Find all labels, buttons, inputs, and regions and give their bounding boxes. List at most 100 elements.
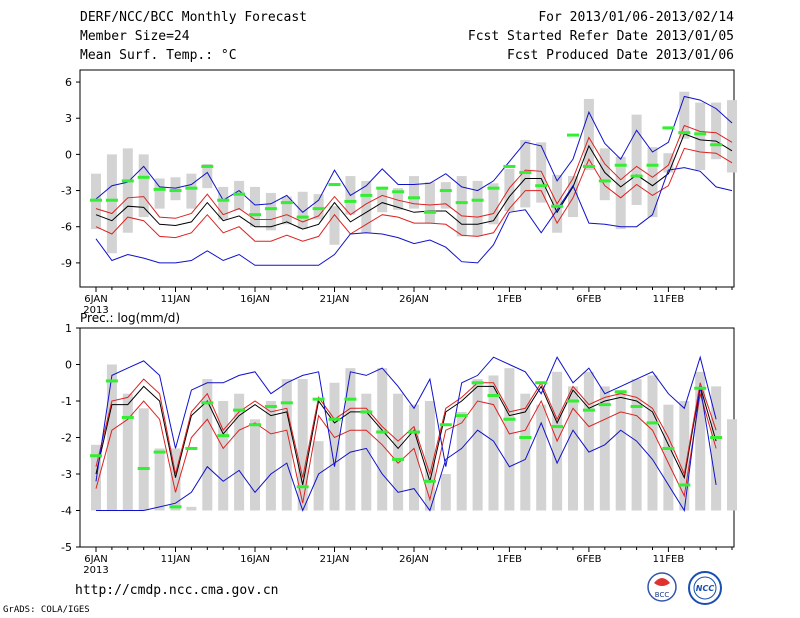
- ensemble-range-bar: [122, 148, 133, 233]
- ensemble-range-bar: [695, 371, 706, 511]
- observed-marker: [280, 201, 293, 205]
- observed-marker: [296, 215, 309, 219]
- y-tick-label: 0: [65, 359, 72, 372]
- observed-marker: [567, 133, 579, 137]
- ensemble-range-bar: [218, 401, 229, 511]
- x-tick-label: 16JAN: [240, 294, 270, 305]
- ensemble-range-bar: [599, 386, 610, 511]
- website-url[interactable]: http://cmdp.ncc.cma.gov.cn: [75, 583, 279, 598]
- ensemble-range-bar: [106, 154, 117, 254]
- observed-marker: [408, 430, 420, 434]
- x-tick-label: 6FEB: [576, 294, 601, 305]
- x-tick-label: 6FEB: [576, 554, 601, 565]
- ensemble-range-bar: [122, 393, 133, 511]
- x-tick-label: 1FEB: [497, 294, 522, 305]
- ensemble-range-bar: [170, 177, 181, 201]
- observed-marker: [121, 179, 134, 183]
- x-tick-label: 6JAN: [84, 554, 107, 565]
- observed-marker: [582, 408, 595, 412]
- ensemble-range-bar: [393, 393, 404, 511]
- observed-marker: [551, 204, 564, 208]
- ensemble-range-bar: [615, 156, 626, 230]
- x-tick-label: 6JAN: [84, 294, 107, 305]
- observed-marker: [376, 430, 389, 434]
- observed-marker: [710, 143, 723, 147]
- x-tick-label: 11JAN: [161, 554, 191, 565]
- started-date: Fcst Started Refer Date 2013/01/05: [467, 29, 734, 44]
- observed-marker: [185, 186, 198, 190]
- y-tick-label: 6: [65, 76, 72, 89]
- ensemble-range-bar: [409, 404, 419, 511]
- observed-marker: [630, 404, 643, 408]
- ensemble-range-bar: [265, 192, 276, 231]
- observed-marker: [439, 423, 452, 427]
- ensemble-range-bar: [424, 182, 435, 224]
- ensemble-range-bar: [647, 375, 658, 511]
- x-tick-label: 11FEB: [653, 554, 685, 565]
- observed-marker: [312, 397, 325, 401]
- observed-marker: [217, 198, 230, 202]
- ensemble-range-bar: [154, 448, 165, 511]
- observed-marker: [264, 207, 277, 211]
- observed-marker: [487, 186, 500, 190]
- ensemble-range-bar: [202, 164, 213, 189]
- y-tick-label: -1: [61, 395, 72, 408]
- x-tick-label: 26JAN: [399, 554, 429, 565]
- ensemble-range-bar: [377, 368, 388, 511]
- observed-marker: [455, 414, 468, 418]
- ensemble-range-bar: [218, 186, 229, 220]
- ensemble-range-bar: [663, 404, 674, 511]
- observed-marker: [535, 184, 548, 188]
- ensemble-range-bar: [393, 188, 404, 210]
- observed-marker: [392, 457, 405, 461]
- observed-marker: [376, 186, 389, 190]
- observed-marker: [662, 446, 675, 450]
- y-tick-label: -6: [61, 221, 72, 234]
- observed-marker: [503, 164, 516, 168]
- observed-marker: [471, 198, 484, 202]
- observed-marker: [694, 132, 707, 136]
- observed-marker: [233, 408, 246, 412]
- observed-marker: [169, 189, 182, 193]
- ensemble-range-bar: [313, 194, 324, 220]
- produced-date: Fcst Produced Date 2013/01/06: [507, 48, 734, 63]
- ensemble-range-bar: [536, 404, 547, 511]
- ensemble-range-bar: [520, 393, 531, 511]
- ensemble-range-bar: [329, 382, 340, 511]
- observed-marker: [249, 213, 261, 217]
- observed-marker: [423, 210, 436, 214]
- series-max-line: [95, 95, 733, 213]
- ensemble-range-bar: [345, 368, 356, 511]
- observed-marker: [328, 183, 341, 187]
- ensemble-range-bar: [250, 419, 260, 511]
- observed-marker: [455, 201, 468, 205]
- grads-credit: GrADS: COLA/IGES: [3, 605, 90, 615]
- series-max-line: [95, 355, 717, 482]
- ncc-logo-text: NCC: [696, 584, 715, 593]
- ensemble-range-bar: [313, 441, 324, 511]
- observed-marker: [503, 417, 516, 421]
- observed-marker: [598, 403, 611, 407]
- ensemble-range-bar: [583, 371, 594, 511]
- ensemble-range-bar: [647, 147, 658, 218]
- member-size: Member Size=24: [80, 29, 190, 44]
- ensemble-range-bar: [265, 401, 276, 511]
- observed-marker: [233, 192, 246, 196]
- observed-marker: [90, 454, 102, 458]
- ensemble-range-bar: [679, 401, 690, 511]
- y-tick-label: -5: [61, 541, 72, 554]
- ensemble-range-bar: [440, 182, 451, 209]
- observed-marker: [614, 390, 627, 394]
- y-tick-label: -4: [61, 505, 72, 518]
- observed-marker: [678, 131, 691, 135]
- observed-marker: [519, 170, 532, 174]
- ensemble-range-bar: [202, 379, 213, 511]
- observed-marker: [710, 436, 723, 439]
- ensemble-range-bar: [631, 379, 642, 511]
- ensemble-range-bar: [472, 180, 483, 237]
- ensemble-range-bar: [583, 98, 594, 171]
- observed-marker: [662, 126, 675, 130]
- y-tick-label: -9: [61, 257, 72, 270]
- observed-marker: [137, 467, 150, 471]
- observed-marker: [582, 164, 595, 168]
